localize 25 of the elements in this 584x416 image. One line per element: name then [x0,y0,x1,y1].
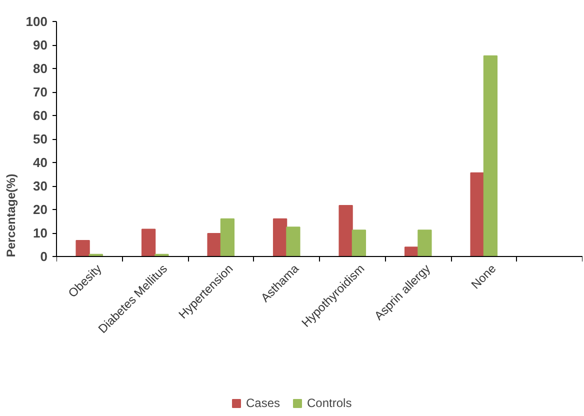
y-tick-label: 30 [33,178,48,194]
y-tick-label: 40 [33,155,48,170]
legend-label: Cases [246,396,280,410]
y-tick-label: 80 [33,61,48,76]
bar [141,228,156,257]
y-tick-label: 90 [33,38,48,53]
bar [76,240,90,257]
y-tick-label: 0 [40,249,48,264]
y-tick-label: 60 [33,108,48,124]
y-tick-label: 100 [26,14,48,30]
bar [220,218,235,257]
bar [272,218,288,257]
y-tick-label: 70 [33,84,48,100]
bar [418,230,432,257]
bar [207,232,222,257]
bar [483,55,498,257]
y-tick-label: 50 [33,132,48,147]
bar [338,205,353,257]
y-tick-label: 20 [33,202,48,218]
y-axis-title: Percentage(%) [4,174,18,258]
bar [286,226,300,257]
y-tick-label: 10 [33,226,48,241]
legend-label: Controls [307,396,352,410]
bar [470,172,484,257]
bar [352,230,366,257]
